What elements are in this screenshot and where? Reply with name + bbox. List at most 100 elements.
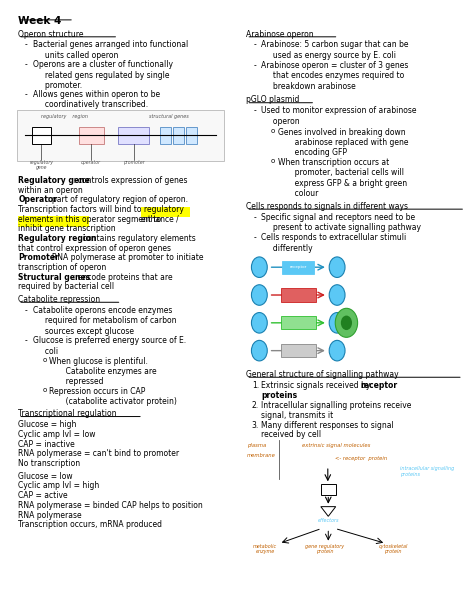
Text: No transcription: No transcription	[18, 459, 80, 468]
Text: : RNA polymerase at promoter to initiate: : RNA polymerase at promoter to initiate	[47, 253, 203, 262]
Text: RNA polymerase = can't bind to promoter: RNA polymerase = can't bind to promoter	[18, 449, 179, 458]
Text: : part of regulatory region of operon.: : part of regulatory region of operon.	[47, 196, 188, 204]
Bar	[160, 127, 171, 144]
Text: receptor: receptor	[290, 265, 307, 269]
Text: o: o	[42, 357, 46, 363]
Text: intracellular signalling
proteins: intracellular signalling proteins	[400, 466, 454, 477]
Text: extrinsic signal molecules: extrinsic signal molecules	[302, 443, 371, 448]
Text: Week 4: Week 4	[18, 17, 62, 26]
Text: promoter: promoter	[123, 159, 145, 164]
Text: Arabinose operon: Arabinose operon	[246, 29, 314, 39]
Text: structural genes: structural genes	[148, 114, 188, 119]
Text: operator: operator	[81, 159, 101, 164]
Text: : contains regulatory elements: : contains regulatory elements	[78, 234, 195, 243]
Text: -: -	[253, 40, 256, 50]
Bar	[173, 127, 184, 144]
Circle shape	[251, 257, 267, 278]
Bar	[79, 127, 104, 144]
Text: -: -	[253, 234, 256, 242]
Text: -: -	[253, 213, 256, 222]
Text: Operons are a cluster of functionally
     related gens regulated by single
    : Operons are a cluster of functionally re…	[33, 61, 173, 90]
FancyBboxPatch shape	[17, 110, 224, 161]
Text: regulatory    region: regulatory region	[41, 114, 89, 119]
FancyBboxPatch shape	[141, 207, 191, 217]
Text: 2.: 2.	[252, 401, 259, 410]
Text: elements in this operator segment to: elements in this operator segment to	[18, 215, 164, 224]
Text: metabolic
enzyme: metabolic enzyme	[253, 544, 277, 554]
Text: Glucose is preferred energy source of E.
     coli: Glucose is preferred energy source of E.…	[33, 336, 186, 356]
Bar	[281, 344, 316, 357]
Text: Transcription occurs, mRNA produced: Transcription occurs, mRNA produced	[18, 520, 162, 529]
Text: CAP = inactive: CAP = inactive	[18, 440, 75, 449]
Text: : encode proteins that are: : encode proteins that are	[73, 273, 173, 281]
Text: 3.: 3.	[252, 421, 259, 430]
Text: enhance /: enhance /	[141, 215, 179, 224]
Text: Regulatory gene: Regulatory gene	[18, 176, 90, 185]
Text: Cyclic amp lvl = low: Cyclic amp lvl = low	[18, 430, 96, 439]
Text: Bacterial genes arranged into functional
     units called operon: Bacterial genes arranged into functional…	[33, 40, 188, 60]
Text: Promoter: Promoter	[18, 253, 59, 262]
Text: RNA polymerase = binded CAP helps to position
RNA polymerase: RNA polymerase = binded CAP helps to pos…	[18, 501, 203, 520]
Text: Transcriptional regulation: Transcriptional regulation	[18, 409, 117, 418]
Circle shape	[329, 284, 345, 305]
Text: Genes involved in breaking down
       arabinose replaced with gene
       encod: Genes involved in breaking down arabinos…	[277, 128, 408, 158]
Text: Glucose = high: Glucose = high	[18, 420, 76, 429]
Bar	[186, 127, 197, 144]
Text: Allows genes within operon to be
     coordinatively transcribed.: Allows genes within operon to be coordin…	[33, 90, 160, 110]
Text: : controls expression of genes: : controls expression of genes	[73, 176, 187, 185]
Bar	[283, 261, 314, 274]
Text: membrane: membrane	[247, 454, 276, 459]
Text: Intracellular signalling proteins receive: Intracellular signalling proteins receiv…	[261, 401, 411, 410]
Text: inhibit gene transcription: inhibit gene transcription	[18, 224, 116, 234]
Text: Cells responds to extracellular stimuli
     differently: Cells responds to extracellular stimuli …	[261, 234, 407, 253]
Text: cytoskeletal
protein: cytoskeletal protein	[378, 544, 408, 554]
Text: Catabolite operons encode enzymes
     required for metabolism of carbon
     so: Catabolite operons encode enzymes requir…	[33, 306, 176, 336]
Text: Transcription factors will bind to regulatory: Transcription factors will bind to regul…	[18, 205, 184, 214]
Text: Regulatory region: Regulatory region	[18, 234, 97, 243]
Text: transcription of operon: transcription of operon	[18, 263, 106, 272]
Polygon shape	[321, 507, 336, 516]
Text: -: -	[253, 106, 256, 115]
Circle shape	[329, 313, 345, 333]
Text: Specific signal and receptors need to be
     present to activate signalling pat: Specific signal and receptors need to be…	[261, 213, 421, 232]
Circle shape	[251, 313, 267, 333]
Text: o: o	[271, 128, 275, 134]
Text: proteins: proteins	[261, 390, 297, 400]
Circle shape	[335, 308, 357, 337]
Bar	[321, 484, 336, 495]
Text: When transcription occurs at
       promoter, bacterial cells will
       expres: When transcription occurs at promoter, b…	[277, 158, 407, 198]
Text: 1.: 1.	[252, 381, 259, 390]
Text: Arabinose: 5 carbon sugar that can be
     used as energy source by E. coli: Arabinose: 5 carbon sugar that can be us…	[261, 40, 409, 60]
Text: -: -	[25, 306, 28, 315]
Bar	[281, 316, 316, 329]
Text: -: -	[25, 61, 28, 69]
Text: Cells responds to signals in different ways: Cells responds to signals in different w…	[246, 202, 408, 211]
Text: -: -	[25, 90, 28, 99]
Text: received by cell: received by cell	[261, 430, 321, 440]
Circle shape	[329, 340, 345, 361]
Text: within an operon: within an operon	[18, 186, 83, 194]
Text: -: -	[25, 336, 28, 345]
Text: effectors: effectors	[318, 518, 339, 523]
Text: -: -	[253, 61, 256, 70]
Circle shape	[329, 257, 345, 278]
Text: gene regulatory
protein: gene regulatory protein	[305, 544, 344, 554]
Text: Structural genes: Structural genes	[18, 273, 91, 281]
Text: regulatory
gene: regulatory gene	[29, 159, 54, 170]
Circle shape	[251, 284, 267, 305]
Text: <- receptor  protein: <- receptor protein	[335, 457, 387, 462]
Circle shape	[341, 316, 352, 330]
Text: Catabolite repression: Catabolite repression	[18, 295, 100, 304]
Text: that control expression of operon genes: that control expression of operon genes	[18, 243, 171, 253]
Circle shape	[251, 340, 267, 361]
Text: pGLO plasmid: pGLO plasmid	[246, 96, 300, 104]
Text: Arabinose operon = cluster of 3 genes
     that encodes enzymes required to
    : Arabinose operon = cluster of 3 genes th…	[261, 61, 409, 91]
Text: required by bacterial cell: required by bacterial cell	[18, 283, 114, 291]
Bar	[32, 127, 51, 144]
Bar	[118, 127, 148, 144]
Text: General structure of signalling pathway: General structure of signalling pathway	[246, 370, 399, 379]
Text: Extrinsic signals received by: Extrinsic signals received by	[261, 381, 373, 390]
Text: o: o	[42, 387, 46, 393]
Text: -: -	[25, 40, 28, 50]
Text: When glucose is plentiful.
       Catabolite enzymes are
       repressed: When glucose is plentiful. Catabolite en…	[49, 357, 157, 386]
